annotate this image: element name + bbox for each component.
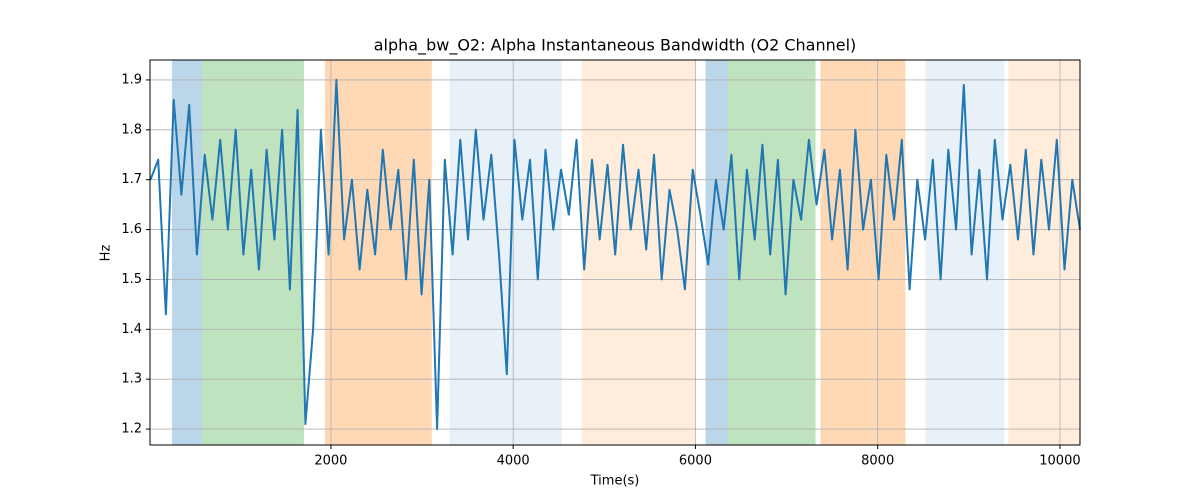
shaded-span [705, 60, 728, 445]
shaded-span [581, 60, 696, 445]
x-tick-label: 4000 [497, 454, 530, 469]
plot-frame [149, 59, 1081, 446]
shaded-span [820, 60, 906, 445]
y-tick-label: 1.5 [121, 272, 142, 287]
x-axis-label: Time(s) [590, 474, 640, 489]
shaded-span [449, 60, 562, 445]
y-tick-label: 1.9 [121, 72, 142, 87]
y-tick-label: 1.3 [121, 372, 142, 387]
shaded-span [1008, 60, 1080, 445]
shaded-span [324, 60, 432, 445]
x-tick-label: 8000 [861, 454, 894, 469]
y-tick-label: 1.7 [121, 172, 142, 187]
data-line [149, 78, 1081, 430]
chart-title: alpha_bw_O2: Alpha Instantaneous Bandwid… [374, 36, 857, 56]
y-tick-label: 1.4 [121, 322, 142, 337]
shaded-span [201, 60, 304, 445]
y-tick-label: 1.6 [121, 222, 142, 237]
x-tick-label: 10000 [1039, 454, 1080, 469]
shaded-span [727, 60, 816, 445]
x-tick-label: 2000 [314, 454, 347, 469]
y-tick-label: 1.8 [121, 122, 142, 137]
x-tick-label: 6000 [679, 454, 712, 469]
y-axis-label: Hz [99, 245, 114, 262]
y-tick-label: 1.2 [121, 422, 142, 437]
